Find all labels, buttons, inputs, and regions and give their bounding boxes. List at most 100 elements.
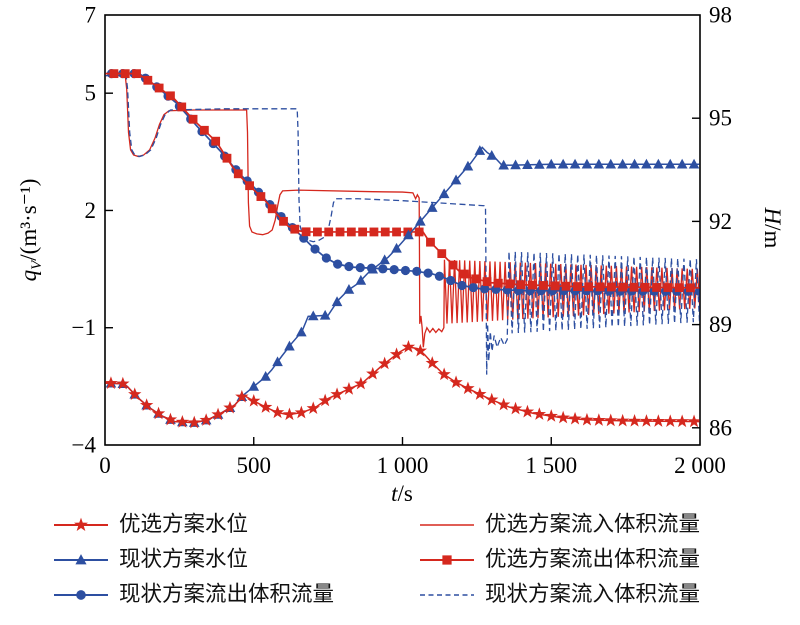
star-marker-icon — [139, 398, 154, 411]
square-marker-icon — [335, 227, 345, 237]
triangle-marker-icon — [355, 274, 367, 285]
series-blue_outflow — [105, 69, 700, 296]
triangle-marker-icon — [629, 158, 640, 169]
star-marker-icon — [377, 356, 392, 370]
y-axis-left-title: qV/(m³·s⁻¹) — [16, 179, 45, 282]
legend-swatch-red_inflow — [420, 524, 474, 526]
triangle-marker-icon — [284, 340, 295, 351]
triangle-marker-icon — [593, 158, 605, 169]
legend-swatch-blue_level — [54, 554, 108, 565]
square-marker-icon — [267, 204, 277, 214]
chart-canvas: 0 500 1 000 1 500 2 000 −4 −1 2 5 7 86 89 92 95 98 qV/(… — [16, 3, 785, 507]
triangle-marker-icon — [664, 158, 676, 169]
square-marker-icon — [527, 280, 537, 290]
star-marker-icon — [354, 376, 368, 390]
triangle-marker-icon — [510, 159, 521, 170]
triangle-marker-icon — [248, 380, 260, 391]
triangle-marker-icon — [557, 158, 569, 169]
chart-legend: 优选方案水位 现状方案水位 现状方案流出体积流量 优选方案流入体积流量 优选方案流出体… — [0, 512, 800, 608]
star-marker-icon — [592, 413, 606, 426]
star-marker-icon — [187, 415, 201, 429]
square-marker-icon — [686, 283, 695, 293]
square-marker-icon — [674, 283, 684, 293]
triangle-marker-icon — [522, 159, 533, 169]
star-marker-icon — [461, 381, 475, 395]
triangle-marker-icon — [426, 202, 438, 212]
x-tick-label: 1 000 — [377, 453, 429, 478]
y-right-tick-label: 92 — [709, 209, 732, 234]
star-marker-icon — [366, 366, 380, 380]
square-marker-icon — [109, 69, 119, 79]
circle-marker-icon — [457, 280, 467, 291]
triangle-marker-icon — [462, 160, 474, 171]
circle-marker-icon — [694, 286, 700, 296]
star-marker-icon — [270, 405, 285, 419]
square-marker-icon — [640, 282, 650, 292]
square-marker-icon — [618, 282, 628, 292]
star-marker-icon — [687, 414, 700, 428]
triangle-marker-icon — [676, 158, 688, 169]
square-marker-icon — [233, 169, 243, 179]
series-layer — [105, 69, 700, 429]
triangle-marker-icon — [545, 158, 557, 169]
triangle-marker-icon — [296, 326, 307, 337]
square-marker-icon — [493, 278, 503, 288]
circle-marker-icon — [76, 590, 86, 600]
legend-label-blue_level: 现状方案水位 — [119, 547, 249, 572]
circle-marker-icon — [400, 265, 411, 276]
triangle-marker-icon — [581, 158, 593, 169]
star-marker-icon — [211, 407, 225, 421]
square-marker-icon — [143, 75, 153, 85]
star-marker-icon — [330, 387, 344, 401]
y-left-tick-label: −4 — [72, 433, 97, 458]
star-marker-icon — [675, 414, 689, 428]
square-marker-icon — [482, 277, 492, 287]
square-marker-icon — [177, 102, 187, 112]
square-marker-icon — [279, 216, 288, 226]
square-marker-icon — [442, 555, 452, 565]
triangle-marker-icon — [319, 309, 331, 320]
star-marker-icon — [389, 347, 404, 361]
series-red_level — [105, 339, 700, 429]
square-marker-icon — [369, 227, 379, 237]
star-marker-icon — [199, 413, 213, 426]
star-marker-icon — [401, 339, 416, 353]
legend-label-blue_inflow: 现状方案流入体积流量 — [485, 582, 701, 607]
square-marker-icon — [516, 280, 526, 290]
square-marker-icon — [120, 69, 130, 79]
x-tick-label: 2 000 — [674, 453, 726, 478]
triangle-marker-icon — [438, 188, 450, 199]
star-marker-icon — [175, 415, 190, 428]
legend-item-red_inflow: 优选方案流入体积流量 — [418, 512, 798, 538]
y-right-tick-label: 86 — [709, 415, 732, 440]
chart-svg: 0 500 1 000 1 500 2 000 −4 −1 2 5 7 86 89 92 95 98 qV/(… — [16, 3, 785, 507]
plot-frame — [104, 14, 701, 446]
x-tick-label: 1 500 — [525, 453, 577, 478]
y-right-tick-label: 98 — [709, 3, 732, 28]
star-marker-icon — [449, 375, 463, 389]
series-line-blue_outflow — [105, 72, 700, 293]
square-marker-icon — [550, 281, 560, 291]
legend-item-blue_inflow: 现状方案流入体积流量 — [418, 582, 798, 608]
star-marker-icon — [128, 387, 142, 401]
square-marker-icon — [595, 282, 605, 292]
triangle-marker-icon — [653, 158, 664, 169]
triangle-marker-icon — [641, 158, 652, 169]
square-marker-icon — [358, 227, 368, 237]
triangle-marker-icon — [391, 242, 402, 253]
triangle-marker-icon — [272, 356, 283, 367]
star-marker-icon — [496, 397, 511, 411]
square-marker-icon — [561, 281, 571, 291]
star-marker-icon — [520, 404, 535, 418]
circle-marker-icon — [321, 253, 331, 263]
triangle-marker-icon — [415, 215, 426, 226]
legend-item-blue_outflow: 现状方案流出体积流量 — [52, 582, 418, 608]
y-left-tick-label: 5 — [85, 81, 97, 106]
legend-label-blue_outflow: 现状方案流出体积流量 — [119, 582, 335, 607]
square-marker-icon — [199, 125, 209, 135]
triangle-marker-icon — [617, 158, 628, 169]
star-marker-icon — [163, 412, 178, 426]
star-marker-icon — [247, 393, 261, 407]
star-marker-icon — [105, 376, 118, 389]
series-red_outflow — [105, 69, 700, 293]
